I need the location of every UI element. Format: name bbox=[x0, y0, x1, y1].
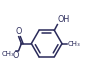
Text: O: O bbox=[15, 27, 22, 36]
Text: O: O bbox=[12, 51, 19, 60]
Text: CH₃: CH₃ bbox=[68, 41, 80, 47]
Text: CH₃: CH₃ bbox=[2, 51, 15, 57]
Text: OH: OH bbox=[58, 15, 70, 24]
